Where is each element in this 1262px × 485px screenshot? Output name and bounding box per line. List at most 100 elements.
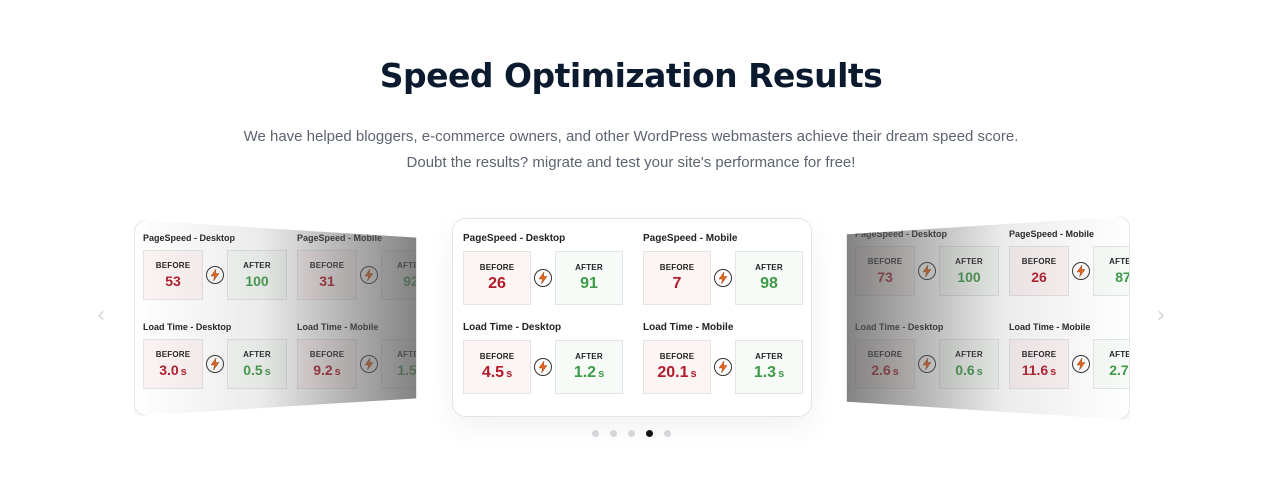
unit-label: s [506,367,513,380]
before-box: BEFORE 26 [463,251,531,305]
before-value: 20.1 s [657,364,696,382]
result-card-right[interactable]: PageSpeed - Desktop BEFORE 73 AFTER 100 … [846,216,1130,420]
before-value: 3.0 s [159,362,187,378]
after-number: 91 [580,275,598,292]
before-after-pair: BEFORE 9.2s AFTER 1.5s [297,339,417,389]
lightning-bolt-icon [1072,355,1090,373]
before-value: 53 [165,273,181,289]
after-value: 87 [1115,269,1129,285]
metric-cell: PageSpeed - Desktop BEFORE 73 AFTER 100 [855,229,999,320]
metric-label: Load Time - Mobile [643,321,734,333]
metric-label: PageSpeed - Desktop [855,229,948,239]
metric-label: Load Time - Desktop [463,321,562,333]
metric-cell: PageSpeed - Mobile BEFORE 26 AFTER 87 [1009,229,1129,320]
metric-label: PageSpeed - Mobile [643,233,738,244]
metric-label: PageSpeed - Mobile [297,233,383,243]
after-tag: AFTER [1109,257,1129,266]
unit-label: s [180,366,187,378]
metric-label: PageSpeed - Desktop [143,233,236,243]
after-number: 2.7 [1109,362,1129,378]
after-value: 0.5 s [243,362,271,378]
unit-label: s [334,366,341,378]
before-value: 7 [673,275,682,293]
after-number: 1.5 [397,362,417,378]
before-after-pair: BEFORE 20.1 s AFTER 1.3 s [643,339,803,394]
before-after-pair: BEFORE 26 AFTER 91 [463,251,623,305]
after-number: 0.6 [955,362,975,378]
after-tag: AFTER [955,350,983,359]
after-value: 1.5s [397,362,417,378]
before-after-pair: BEFORE 26 AFTER 87 [1009,246,1129,296]
metric-label: PageSpeed - Desktop [463,233,566,244]
result-card-left[interactable]: PageSpeed - Desktop BEFORE 53 AFTER 100 … [134,220,417,416]
after-value: 92 [403,273,416,289]
before-value: 31 [319,273,335,289]
before-tag: BEFORE [867,350,903,359]
before-tag: BEFORE [659,263,695,272]
before-number: 4.5 [481,363,505,381]
metric-cell: PageSpeed - Desktop BEFORE 26 AFTER 91 [463,233,623,320]
before-number: 26 [488,275,506,292]
after-tag: AFTER [755,351,783,361]
before-tag: BEFORE [1021,350,1057,359]
before-number: 9.2 [313,362,333,378]
after-box: AFTER 100 [939,246,999,296]
after-tag: AFTER [955,257,983,266]
before-after-pair: BEFORE 73 AFTER 100 [855,246,999,296]
carousel-dot-5[interactable] [663,430,671,437]
carousel-dot-4[interactable] [645,430,653,437]
lightning-bolt-icon [534,357,552,376]
result-card-center[interactable]: PageSpeed - Desktop BEFORE 26 AFTER 91 P… [452,218,812,417]
unit-label: s [892,366,899,378]
lightning-bolt-icon [534,269,552,287]
after-number: 100 [957,269,981,285]
before-box: BEFORE 2.6 s [855,339,915,389]
before-value: 73 [877,269,893,285]
after-tag: AFTER [243,350,271,359]
after-number: 92 [403,273,416,289]
after-number: 100 [245,273,269,289]
carousel-dot-1[interactable] [591,430,599,437]
chevron-left-icon[interactable]: ‹ [96,303,106,328]
after-number: 1.2 [573,363,597,381]
before-box: BEFORE 7 [643,251,711,305]
unit-label: s [690,367,697,380]
lightning-bolt-icon [206,355,224,373]
before-tag: BEFORE [1021,257,1057,266]
before-value: 26 [488,275,506,293]
lightning-bolt-icon [1072,262,1090,280]
after-value: 1.3 s [754,364,784,382]
after-value: 100 [245,273,268,289]
after-value: 98 [760,275,778,293]
carousel-dot-2[interactable] [609,430,617,437]
after-value: 100 [957,269,980,285]
after-box: AFTER 1.3 s [735,339,803,394]
unit-label: s [264,366,271,378]
after-tag: AFTER [575,351,603,361]
results-carousel: ‹ › PageSpeed - Desktop BEFORE 53 AFTER … [0,210,1262,440]
after-value: 91 [580,275,598,293]
before-after-pair: BEFORE 11.6s AFTER 2.7s [1009,339,1129,389]
after-tag: AFTER [755,263,783,272]
metric-cell: PageSpeed - Mobile BEFORE 7 AFTER 98 [643,233,803,320]
metric-label: Load Time - Mobile [1009,322,1091,332]
after-tag: AFTER [1109,350,1129,359]
metric-cell: Load Time - Desktop BEFORE 3.0 s AFTER 0.… [143,322,287,409]
metric-cell: PageSpeed - Mobile BEFORE 31 AFTER 92 [297,233,416,320]
subtitle-line-2: Doubt the results? migrate and test your… [406,154,856,171]
before-number: 53 [165,273,181,289]
before-box: BEFORE 4.5 s [463,339,531,394]
before-number: 20.1 [657,363,689,381]
after-box: AFTER 91 [555,251,623,305]
before-tag: BEFORE [659,351,695,361]
carousel-dot-3[interactable] [627,430,635,437]
after-box: AFTER 92 [381,250,416,300]
metric-grid: PageSpeed - Desktop BEFORE 53 AFTER 100 … [135,221,416,415]
after-tag: AFTER [243,261,271,270]
before-after-pair: BEFORE 7 AFTER 98 [643,251,803,305]
metric-cell: Load Time - Desktop BEFORE 2.6 s AFTER 0.… [855,322,999,413]
before-box: BEFORE 73 [855,246,915,296]
after-box: AFTER 0.6 s [939,339,999,389]
after-number: 98 [760,275,778,292]
chevron-right-icon[interactable]: › [1156,303,1166,328]
